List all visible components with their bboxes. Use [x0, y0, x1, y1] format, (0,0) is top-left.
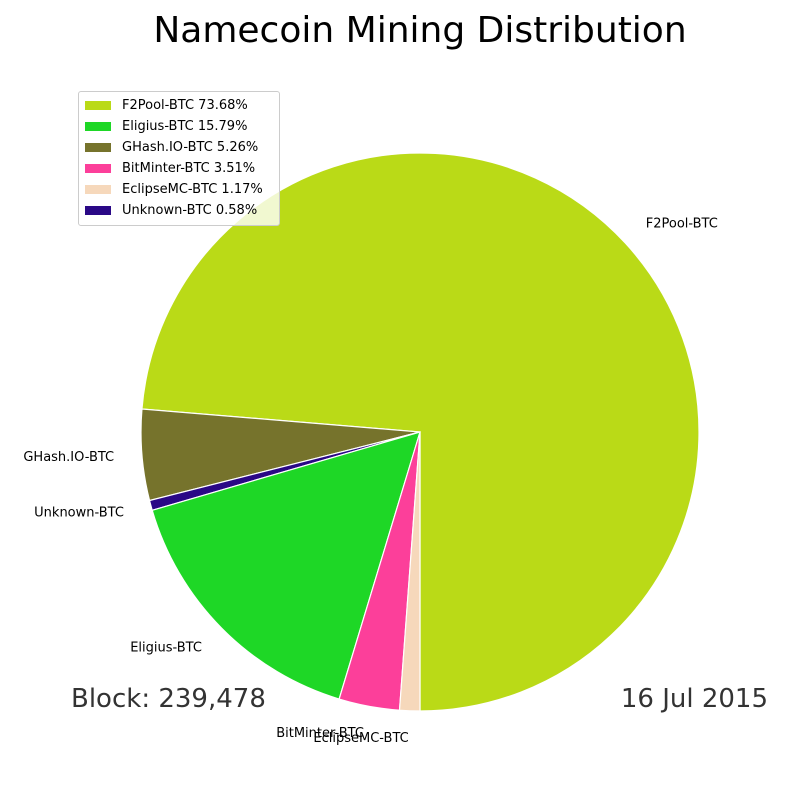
slice-label-ghash-io-btc: GHash.IO-BTC	[23, 450, 114, 465]
legend-item-ghash-io-btc: GHash.IO-BTC 5.26%	[79, 137, 279, 158]
pie-slices	[140, 152, 700, 712]
legend-swatch	[85, 122, 111, 131]
legend-item-bitminter-btc: BitMinter-BTC 3.51%	[79, 158, 279, 179]
block-height-label: Block: 239,478	[71, 684, 266, 714]
slice-label-eclipsemc-btc: EclipseMC-BTC	[313, 731, 408, 746]
legend-label: EclipseMC-BTC 1.17%	[122, 182, 263, 197]
pie-slice-eligius-btc	[151, 431, 421, 700]
slice-label-bitminter-btc: BitMinter-BTC	[276, 726, 364, 741]
date-label: 16 Jul 2015	[620, 684, 768, 714]
slice-label-unknown-btc: Unknown-BTC	[34, 505, 124, 520]
slice-labels: F2Pool-BTC GHash.IO-BTC Unknown-BTC Eligius…	[23, 217, 717, 747]
chart-title: Namecoin Mining Distribution	[153, 10, 687, 51]
legend-swatch	[85, 101, 111, 110]
legend-item-unknown-btc: Unknown-BTC 0.58%	[79, 200, 279, 221]
legend-item-eclipsemc-btc: EclipseMC-BTC 1.17%	[79, 179, 279, 200]
legend-swatch	[85, 185, 111, 194]
legend-label: Unknown-BTC 0.58%	[122, 203, 258, 218]
legend-label: GHash.IO-BTC 5.26%	[122, 140, 259, 155]
legend-swatch	[85, 206, 111, 215]
legend-swatch	[85, 164, 111, 173]
legend-label: BitMinter-BTC 3.51%	[122, 161, 256, 176]
slice-label-f2pool-btc: F2Pool-BTC	[646, 217, 718, 232]
legend-item-f2pool-btc: F2Pool-BTC 73.68%	[79, 95, 279, 116]
legend-label: Eligius-BTC 15.79%	[122, 119, 248, 134]
legend-item-eligius-btc: Eligius-BTC 15.79%	[79, 116, 279, 137]
chart-legend: F2Pool-BTC 73.68% Eligius-BTC 15.79% GHash…	[78, 91, 280, 226]
legend-swatch	[85, 143, 111, 152]
pie-slice-eclipsemc-btc	[398, 431, 421, 712]
slice-label-eligius-btc: Eligius-BTC	[130, 640, 202, 655]
legend-label: F2Pool-BTC 73.68%	[122, 98, 248, 113]
